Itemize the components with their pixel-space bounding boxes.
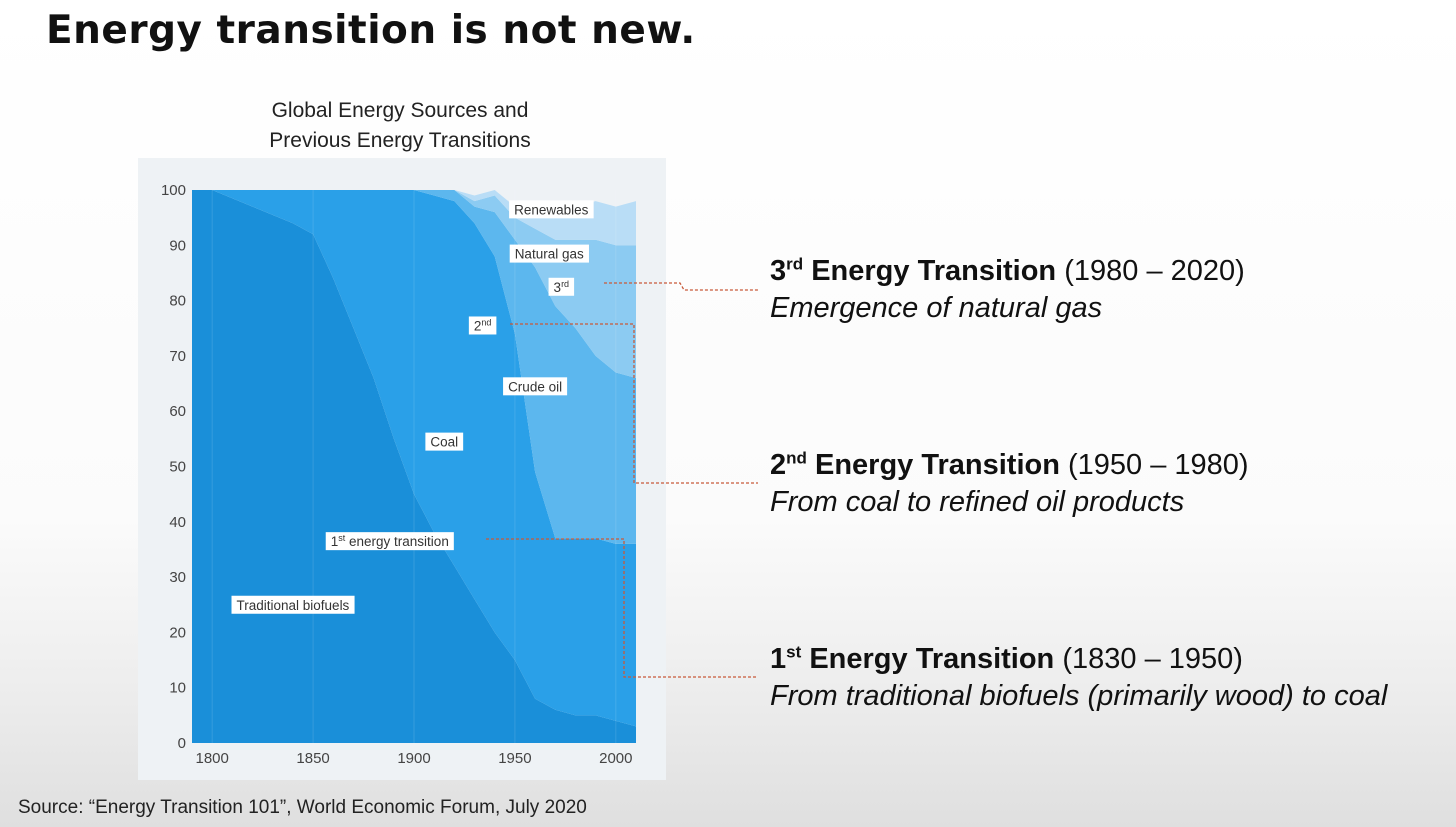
area-label-box (325, 532, 454, 551)
area-label: Crude oil (503, 377, 568, 396)
area-label-box (509, 200, 594, 219)
x-tick-label: 1850 (296, 750, 329, 767)
area-label-text: Natural gas (515, 247, 584, 262)
callout-period: (1950 – 1980) (1068, 449, 1249, 481)
area-label: Traditional biofuels (231, 595, 355, 614)
area-label-text: Crude oil (508, 379, 562, 394)
y-tick-label: 50 (169, 459, 186, 476)
callout-ordinal: 1 (770, 643, 787, 675)
y-tick-label: 10 (169, 680, 186, 697)
area-label-text: Renewables (514, 202, 589, 217)
chart-title-line2: Previous Energy Transitions (269, 129, 531, 152)
areas-layer (192, 190, 636, 743)
callout-ordinal: 2 (770, 449, 787, 481)
area-label: Renewables (509, 200, 594, 219)
callout-label: Energy Transition (809, 643, 1055, 675)
source-note: Source: “Energy Transition 101”, World E… (18, 797, 587, 818)
area-natural-gas (192, 190, 636, 378)
callout-label: Energy Transition (811, 255, 1057, 287)
area-label-text: Coal (430, 435, 458, 450)
area-label: 1st energy transition (325, 532, 454, 551)
callout-label: Energy Transition (814, 449, 1060, 481)
callout-ordinal-suffix: rd (786, 254, 804, 274)
chart-title-line1: Global Energy Sources and (271, 99, 529, 122)
area-label-text: Traditional biofuels (237, 598, 350, 613)
area-label-box (548, 277, 575, 296)
y-tick-label: 100 (161, 182, 186, 199)
x-tick-label: 1900 (397, 750, 430, 767)
area-label: Coal (425, 432, 464, 451)
area-label-text: 1st energy transition (331, 533, 449, 549)
y-tick-label: 80 (169, 293, 186, 310)
callout-3rd-transition: 3rd Energy Transition (1980 – 2020) Emer… (770, 253, 1245, 327)
axis-layer: 0 10 20 30 40 50 60 70 80 90 100 1800 1850 1900 1950 20… (161, 182, 633, 767)
callout-description: From traditional biofuels (primarily woo… (770, 680, 1388, 712)
chart-title: Global Energy Sources and Previous Energ… (200, 96, 600, 156)
y-tick-label: 60 (169, 403, 186, 420)
area-label: Natural gas (509, 244, 589, 263)
callout-ordinal-suffix: nd (786, 448, 807, 468)
energy-area-chart: 0 10 20 30 40 50 60 70 80 90 100 1800 1850 1900 1950 20… (161, 182, 636, 767)
area-crude-oil (192, 190, 636, 544)
callout-heading: 2nd Energy Transition (1950 – 1980) (770, 447, 1249, 483)
area-label-box (468, 316, 497, 335)
callout-heading: 1st Energy Transition (1830 – 1950) (770, 641, 1387, 677)
area-label-box (509, 244, 589, 263)
y-tick-label: 0 (178, 735, 186, 752)
area-label: 3rd (548, 277, 575, 296)
callout-2nd-transition: 2nd Energy Transition (1950 – 1980) From… (770, 447, 1249, 521)
callout-1st-transition: 1st Energy Transition (1830 – 1950) From… (770, 641, 1387, 715)
x-tick-label: 2000 (599, 750, 632, 767)
callout-description: From coal to refined oil products (770, 486, 1185, 518)
x-tick-label: 1800 (195, 750, 228, 767)
callout-description: Emergence of natural gas (770, 292, 1103, 324)
y-tick-label: 40 (169, 514, 186, 531)
y-tick-label: 20 (169, 624, 186, 641)
y-tick-label: 70 (169, 348, 186, 365)
callout-ordinal-suffix: st (786, 642, 802, 662)
area-label-box (231, 595, 355, 614)
callout-ordinal: 3 (770, 255, 787, 287)
y-tick-label: 30 (169, 569, 186, 586)
callout-period: (1980 – 2020) (1064, 255, 1245, 287)
y-tick-label: 90 (169, 237, 186, 254)
area-label-box (425, 432, 464, 451)
x-tick-label: 1950 (498, 750, 531, 767)
slide-title: Energy transition is not new. (46, 8, 696, 53)
area-label: 2nd (468, 316, 497, 335)
callout-period: (1830 – 1950) (1062, 643, 1243, 675)
callout-heading: 3rd Energy Transition (1980 – 2020) (770, 253, 1245, 289)
